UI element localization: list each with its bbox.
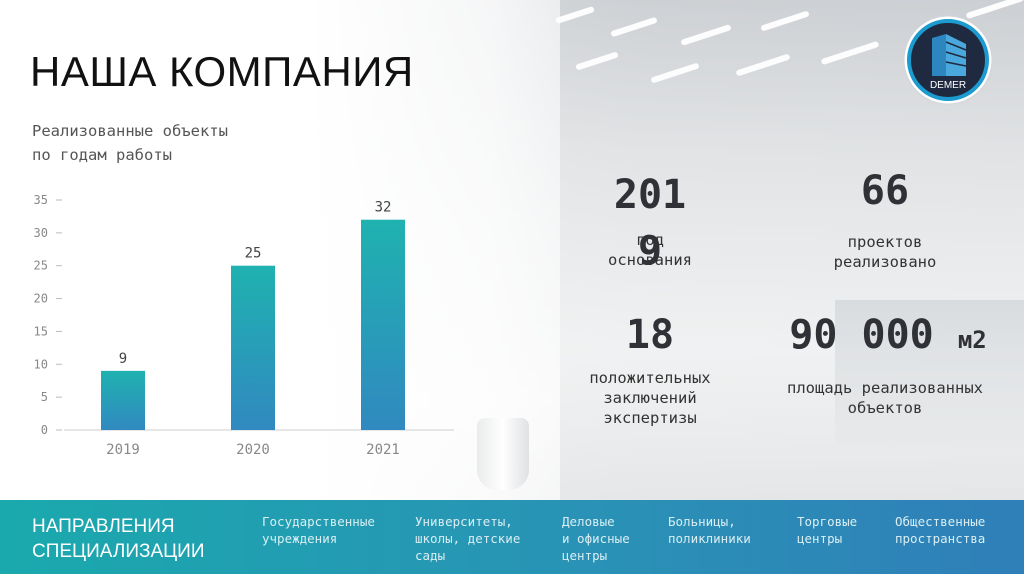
label-line: объектов <box>847 399 923 417</box>
projects-bar-chart: 0 5 10 15 20 25 30 35 9 2019 25 2020 32 2021 <box>34 193 454 458</box>
direction-item: Деловые и офисные центры <box>562 513 662 564</box>
area-unit: м2 <box>957 326 987 354</box>
founded-year-value-wrap: 9 <box>590 228 710 274</box>
direction-line: Деловые <box>562 514 615 529</box>
bar-2019 <box>101 370 145 430</box>
founded-year-label: год основания <box>580 230 720 270</box>
y-tick-label: 5 <box>41 390 48 404</box>
y-tick-label: 30 <box>34 226 48 240</box>
direction-line: центры <box>562 548 608 563</box>
bar-data-label: 25 <box>245 246 262 262</box>
expertise-label: положительных заключений экспертизы <box>565 368 735 428</box>
y-tick-label: 25 <box>34 259 48 273</box>
area-value: 90 000 м2 <box>752 312 1024 363</box>
page-title: НАША КОМПАНИЯ <box>30 48 414 95</box>
label-line: реализовано <box>833 253 937 271</box>
label-line: площадь реализованных <box>787 379 983 397</box>
direction-line: центры <box>797 531 843 546</box>
direction-line: учреждения <box>262 531 338 546</box>
direction-line: поликлиники <box>668 531 751 546</box>
direction-line: и офисные <box>562 531 630 546</box>
founded-year-part: 9 <box>637 228 663 274</box>
direction-line: пространства <box>895 531 986 546</box>
direction-item: Больницы, поликлиники <box>668 513 778 547</box>
area-number: 90 000 <box>789 312 934 358</box>
x-tick-label: 2021 <box>366 442 400 458</box>
title-line: НАПРАВЛЕНИЯ <box>32 516 175 537</box>
founded-year-value: 201 <box>590 172 710 218</box>
direction-item: Государственные учреждения <box>262 513 402 547</box>
bar-data-label: 32 <box>375 200 392 216</box>
direction-line: сады <box>415 548 446 563</box>
building-logo-icon <box>932 34 967 76</box>
direction-line: Торговые <box>797 514 858 529</box>
bar-2021 <box>361 219 405 430</box>
y-tick-label: 10 <box>34 357 48 371</box>
company-logo: DEMER <box>903 15 993 105</box>
bar-data-label: 9 <box>119 351 127 367</box>
logo-text: DEMER <box>930 80 966 91</box>
y-tick-label: 15 <box>34 324 48 338</box>
subtitle-line: Реализованные объекты <box>32 122 228 140</box>
direction-item: Университеты, школы, детские сады <box>415 513 555 564</box>
direction-item: Общественные пространства <box>895 513 1020 547</box>
page-subtitle: Реализованные объекты по годам работы <box>32 119 352 167</box>
y-tick-label: 35 <box>34 193 48 207</box>
specialization-band: НАПРАВЛЕНИЯ СПЕЦИАЛИЗАЦИИ Государственны… <box>0 500 1024 574</box>
background-plant-pot <box>477 418 529 490</box>
direction-line: Государственные <box>262 514 375 529</box>
expertise-value: 18 <box>625 312 675 358</box>
bar-2020 <box>231 265 275 430</box>
y-tick-label: 20 <box>34 292 48 306</box>
subtitle-line: по годам работы <box>32 146 172 164</box>
background-reception-desk <box>835 300 1024 450</box>
label-line: положительных <box>589 369 711 387</box>
label-line: год <box>636 231 664 249</box>
direction-line: школы, детские <box>415 531 521 546</box>
founded-year-part: 201 <box>613 172 687 218</box>
direction-line: Больницы, <box>668 514 736 529</box>
specialization-title: НАПРАВЛЕНИЯ СПЕЦИАЛИЗАЦИИ <box>32 514 252 564</box>
label-line: заключений <box>603 389 697 407</box>
y-tick-label: 0 <box>41 423 48 437</box>
direction-line: Общественные <box>895 514 986 529</box>
label-line: основания <box>608 251 692 269</box>
label-line: экспертизы <box>603 409 697 427</box>
direction-line: Университеты, <box>415 514 513 529</box>
area-label: площадь реализованных объектов <box>755 378 1015 418</box>
x-tick-label: 2019 <box>106 442 140 458</box>
label-line: проектов <box>847 233 923 251</box>
x-tick-label: 2020 <box>236 442 270 458</box>
title-line: СПЕЦИАЛИЗАЦИИ <box>32 541 205 562</box>
projects-value: 66 <box>860 168 910 214</box>
direction-item: Торговые центры <box>797 513 887 547</box>
projects-label: проектов реализовано <box>800 232 970 272</box>
